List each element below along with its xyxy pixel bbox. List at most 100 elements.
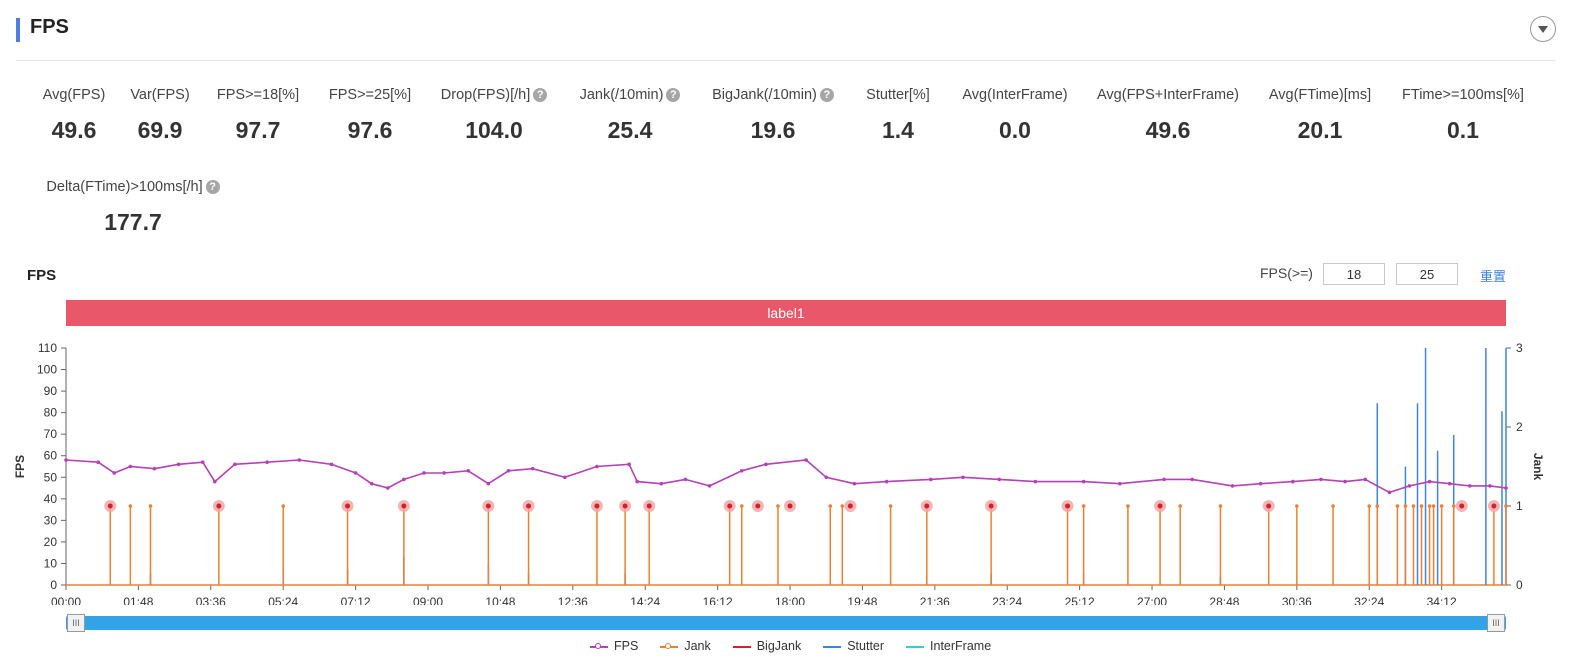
stat-label-text: FPS>=18[%] — [216, 87, 300, 103]
label-band: label1 — [66, 300, 1506, 326]
threshold-input-high[interactable] — [1396, 263, 1458, 285]
stat-item: Avg(InterFrame) 0.0 — [915, 85, 1115, 144]
slider-handle-left[interactable]: III — [67, 614, 85, 632]
x-tick-label: 18:00 — [775, 595, 805, 605]
stat-item: Stutter[%] 1.4 — [798, 85, 998, 144]
legend-swatch — [732, 645, 751, 648]
stat-label: Stutter[%] — [798, 85, 998, 105]
stat-value: 49.6 — [51, 117, 97, 143]
stat-label-text: Avg(InterFrame) — [962, 87, 1068, 103]
stat-value: 97.6 — [347, 117, 393, 143]
fps-point — [1190, 477, 1195, 482]
stat-label: Drop(FPS)[/h]? — [394, 85, 594, 105]
stat-item: Avg(FTime)[ms] 20.1 — [1220, 85, 1420, 144]
legend-item[interactable]: BigJank — [732, 639, 802, 653]
jank-point — [1451, 504, 1456, 508]
jank-point — [1411, 504, 1416, 508]
y-tick-label: 90 — [44, 384, 58, 398]
stat-value: 177.7 — [104, 209, 162, 235]
legend-swatch — [823, 645, 842, 648]
fps-point — [595, 464, 599, 469]
legend-label: Stutter — [847, 639, 885, 653]
slider-handle-right[interactable]: III — [1487, 614, 1505, 632]
fps-point — [1387, 490, 1392, 495]
x-tick-label: 21:36 — [920, 595, 950, 605]
legend-item[interactable]: InterFrame — [906, 639, 991, 653]
stat-label-text: Jank(/10min) — [579, 87, 664, 103]
fps-point — [961, 475, 965, 480]
legend-swatch — [906, 645, 925, 648]
fps-point — [884, 479, 889, 484]
fps-point — [353, 471, 358, 475]
fps-point — [1291, 479, 1295, 484]
bigjank-point — [594, 503, 600, 509]
legend-label: BigJank — [756, 639, 802, 653]
bigjank-point — [1491, 503, 1497, 509]
chevron-down-icon[interactable] — [1530, 16, 1556, 42]
stat-label-text: Avg(FPS+InterFrame) — [1097, 87, 1239, 103]
jank-point — [1295, 504, 1299, 508]
fps-point — [852, 481, 857, 486]
fps-point — [997, 477, 1001, 482]
jank-point — [739, 504, 744, 508]
bigjank-point — [345, 503, 351, 509]
stat-value: 0.1 — [1447, 117, 1479, 143]
stat-value: 0.0 — [999, 117, 1031, 143]
fps-point — [265, 460, 269, 464]
stat-item: Avg(FPS) 49.6 — [0, 85, 174, 144]
y2-tick-label: 0 — [1516, 578, 1523, 592]
fps-point — [1230, 484, 1235, 488]
fps-point — [422, 471, 426, 475]
y-tick-label: 30 — [44, 513, 58, 527]
stat-label-text: Avg(FPS) — [42, 87, 106, 103]
fps-point — [486, 481, 491, 486]
jank-point — [1081, 504, 1086, 508]
stat-label-text: Var(FPS) — [130, 87, 190, 103]
fps-point — [1447, 481, 1452, 486]
jank-point — [888, 504, 893, 508]
fps-point — [1258, 481, 1263, 486]
chart-title: FPS — [27, 267, 57, 284]
fps-point — [466, 469, 471, 473]
fps-point — [1033, 479, 1038, 484]
jank-point — [1126, 504, 1130, 508]
stat-label: Var(FPS) — [60, 85, 260, 105]
legend-dot — [595, 642, 601, 649]
fps-point — [1343, 479, 1347, 484]
help-icon[interactable]: ? — [205, 180, 220, 194]
chart-legend: FPS Jank BigJank Stutter InterFrame — [590, 639, 1013, 655]
bigjank-point — [526, 503, 532, 509]
bigjank-point — [1157, 503, 1163, 509]
help-icon[interactable]: ? — [533, 88, 548, 102]
legend-swatch — [590, 642, 608, 649]
legend-item[interactable]: Stutter — [823, 639, 884, 653]
threshold-input-low[interactable] — [1323, 263, 1385, 285]
time-range-slider[interactable] — [66, 616, 1506, 630]
legend-item[interactable]: Jank — [660, 639, 711, 653]
reset-button[interactable]: 重置 — [1480, 269, 1507, 284]
y2-tick-label: 2 — [1516, 420, 1523, 434]
y-tick-label: 0 — [50, 578, 57, 592]
fps-line — [65, 459, 1507, 494]
stat-item: Drop(FPS)[/h]? 104.0 — [394, 85, 594, 144]
stat-label: Delta(FTime)>100ms[/h]? — [33, 177, 233, 197]
stat-item: Jank(/10min)? 25.4 — [530, 85, 730, 144]
stat-label: Avg(InterFrame) — [915, 85, 1115, 105]
y-tick-label: 70 — [44, 427, 58, 441]
fps-point — [1504, 486, 1508, 490]
bigjank-point — [216, 503, 222, 509]
stat-value: 104.0 — [465, 117, 523, 143]
help-icon[interactable]: ? — [819, 88, 834, 102]
help-icon[interactable]: ? — [666, 88, 681, 102]
jank-point — [281, 504, 286, 508]
x-tick-label: 19:48 — [847, 595, 877, 605]
legend-item[interactable]: FPS — [590, 639, 638, 653]
jank-point — [828, 504, 833, 508]
bigjank-point — [988, 503, 994, 509]
stat-label: FTime>=100ms[%] — [1363, 85, 1563, 105]
jank-point — [1431, 504, 1436, 508]
y-tick-label: 40 — [44, 492, 58, 506]
stat-value: 20.1 — [1297, 117, 1343, 143]
fps-point — [627, 462, 631, 467]
x-tick-label: 10:48 — [485, 595, 515, 605]
